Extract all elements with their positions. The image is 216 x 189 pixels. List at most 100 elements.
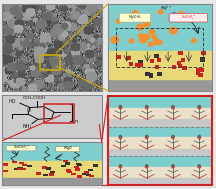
Circle shape bbox=[116, 19, 121, 23]
Circle shape bbox=[146, 105, 148, 107]
Bar bbox=[108, 156, 212, 167]
Bar bbox=[88, 169, 93, 171]
Circle shape bbox=[153, 39, 160, 45]
Circle shape bbox=[111, 36, 119, 43]
FancyBboxPatch shape bbox=[119, 13, 151, 22]
Bar bbox=[2, 161, 102, 178]
Bar bbox=[196, 68, 200, 73]
Circle shape bbox=[119, 136, 122, 139]
Bar bbox=[108, 149, 212, 155]
Bar bbox=[154, 54, 159, 58]
Bar bbox=[65, 162, 70, 165]
Circle shape bbox=[119, 135, 121, 137]
Bar bbox=[22, 164, 27, 166]
Bar bbox=[71, 173, 76, 175]
Bar bbox=[177, 61, 181, 65]
Bar bbox=[108, 167, 212, 178]
Bar bbox=[82, 173, 87, 175]
Bar bbox=[42, 166, 47, 169]
Bar bbox=[150, 59, 154, 63]
Circle shape bbox=[170, 27, 177, 34]
Bar bbox=[138, 60, 143, 64]
Bar bbox=[149, 74, 153, 78]
Circle shape bbox=[152, 35, 157, 39]
Circle shape bbox=[198, 165, 200, 167]
Circle shape bbox=[172, 136, 174, 139]
Bar bbox=[157, 72, 162, 76]
Circle shape bbox=[133, 11, 138, 15]
Circle shape bbox=[144, 16, 151, 21]
Text: $Mg(OH)_2$: $Mg(OH)_2$ bbox=[128, 13, 142, 21]
Bar bbox=[65, 163, 70, 165]
Bar bbox=[40, 55, 60, 70]
FancyBboxPatch shape bbox=[6, 146, 36, 151]
Bar bbox=[135, 63, 140, 67]
Circle shape bbox=[143, 21, 150, 27]
Circle shape bbox=[198, 106, 201, 109]
Circle shape bbox=[172, 166, 174, 168]
Bar bbox=[108, 127, 212, 137]
Circle shape bbox=[198, 135, 200, 137]
Bar bbox=[18, 167, 23, 169]
Circle shape bbox=[146, 165, 148, 167]
Bar bbox=[138, 63, 143, 67]
Bar bbox=[43, 174, 48, 176]
Bar bbox=[17, 167, 22, 169]
Bar bbox=[200, 57, 205, 62]
Circle shape bbox=[145, 136, 148, 139]
Bar bbox=[63, 160, 68, 162]
Bar bbox=[2, 142, 102, 161]
Bar bbox=[108, 51, 212, 79]
Circle shape bbox=[145, 106, 148, 109]
Circle shape bbox=[191, 39, 196, 43]
Bar bbox=[2, 178, 102, 185]
Circle shape bbox=[198, 105, 200, 107]
Bar bbox=[50, 170, 55, 173]
Bar bbox=[36, 172, 41, 175]
Text: $Mg^{2+}$: $Mg^{2+}$ bbox=[160, 3, 172, 14]
Bar bbox=[77, 164, 82, 166]
Circle shape bbox=[172, 165, 174, 167]
Bar bbox=[66, 169, 71, 172]
Circle shape bbox=[129, 39, 134, 43]
Bar bbox=[155, 65, 159, 69]
Bar bbox=[75, 168, 80, 171]
Bar bbox=[196, 70, 200, 74]
Circle shape bbox=[157, 40, 162, 44]
Bar bbox=[74, 166, 79, 168]
Text: OCH₂COOH: OCH₂COOH bbox=[22, 96, 46, 100]
Text: HO: HO bbox=[8, 99, 16, 104]
Bar bbox=[3, 163, 8, 166]
Bar bbox=[89, 175, 94, 177]
Circle shape bbox=[172, 105, 174, 107]
Text: n: n bbox=[74, 119, 77, 124]
Circle shape bbox=[119, 166, 122, 168]
Circle shape bbox=[143, 34, 149, 40]
Circle shape bbox=[198, 166, 201, 168]
Circle shape bbox=[137, 24, 144, 30]
Circle shape bbox=[172, 106, 174, 109]
Bar bbox=[126, 56, 131, 60]
Bar bbox=[178, 50, 183, 55]
Bar bbox=[108, 96, 212, 108]
Bar bbox=[129, 62, 133, 66]
Bar bbox=[108, 79, 212, 91]
Bar bbox=[49, 174, 54, 176]
Bar bbox=[201, 51, 206, 56]
Circle shape bbox=[140, 37, 147, 43]
Bar bbox=[108, 178, 212, 184]
Bar bbox=[86, 174, 91, 177]
Circle shape bbox=[119, 106, 122, 109]
Bar bbox=[76, 163, 81, 165]
Bar bbox=[77, 175, 82, 178]
Circle shape bbox=[138, 34, 143, 38]
Circle shape bbox=[145, 166, 148, 168]
Circle shape bbox=[119, 105, 121, 107]
Bar bbox=[19, 162, 24, 164]
Bar bbox=[93, 164, 98, 167]
Bar bbox=[181, 58, 185, 62]
Bar bbox=[13, 161, 17, 163]
Bar bbox=[178, 64, 182, 68]
Bar bbox=[116, 55, 121, 59]
Circle shape bbox=[146, 135, 148, 137]
